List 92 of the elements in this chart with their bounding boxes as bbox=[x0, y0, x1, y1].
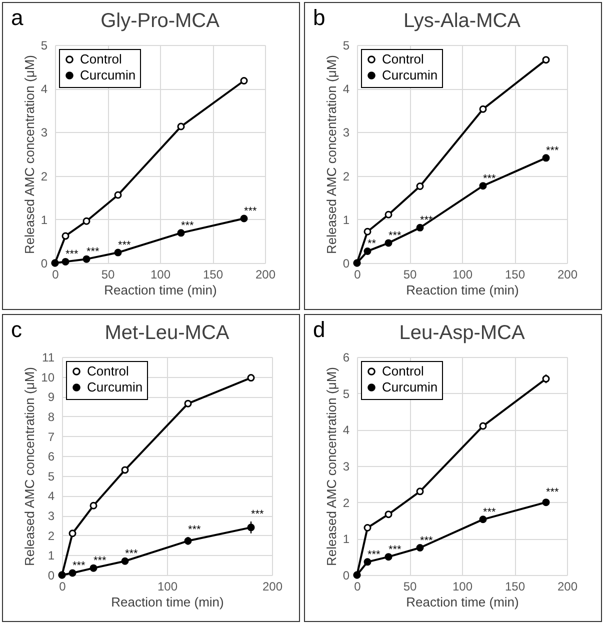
x-tick-label: 100 bbox=[150, 268, 171, 282]
annotation: *** bbox=[483, 506, 497, 518]
y-tick-label: 4 bbox=[342, 82, 350, 96]
y-axis-title: Released AMC concentration (μM) bbox=[324, 55, 339, 254]
y-axis-title: Released AMC concentration (μM) bbox=[324, 367, 339, 566]
annotation: *** bbox=[388, 230, 402, 242]
y-axis-title: Released AMC concentration (μM) bbox=[22, 55, 37, 254]
annotation: *** bbox=[244, 206, 258, 218]
y-tick-label: 5 bbox=[40, 38, 48, 52]
legend-label: Curcumin bbox=[80, 68, 136, 82]
x-tick-label: 100 bbox=[157, 580, 178, 594]
annotation: *** bbox=[546, 144, 560, 157]
x-tick-label: 0 bbox=[354, 580, 362, 594]
y-tick-label: 5 bbox=[342, 386, 350, 401]
x-axis-title: Reaction time (min) bbox=[406, 594, 519, 610]
annotation: *** bbox=[72, 560, 86, 572]
y-tick-label: 8 bbox=[48, 410, 55, 424]
legend-label: Control bbox=[80, 52, 122, 66]
y-tick-label: 1 bbox=[342, 212, 350, 227]
x-axis-title: Reaction time (min) bbox=[111, 594, 224, 610]
annotation: *** bbox=[251, 508, 265, 520]
x-tick-label: 200 bbox=[557, 580, 578, 594]
annotation: *** bbox=[66, 248, 80, 261]
y-tick-label: 7 bbox=[48, 430, 55, 444]
x-tick-label: 100 bbox=[452, 580, 473, 594]
x-tick-label: 150 bbox=[202, 268, 224, 282]
annotation: *** bbox=[546, 486, 560, 498]
annotation: *** bbox=[483, 172, 497, 185]
y-tick-label: 0 bbox=[48, 568, 55, 582]
x-tick-label: 50 bbox=[403, 580, 417, 594]
legend-label: Curcumin bbox=[382, 380, 438, 394]
chart-title: Gly-Pro-MCA bbox=[100, 10, 220, 32]
y-tick-label: 2 bbox=[48, 528, 55, 543]
y-tick-label: 10 bbox=[41, 370, 55, 384]
x-tick-label: 200 bbox=[262, 580, 283, 594]
x-tick-label: 50 bbox=[403, 268, 417, 282]
legend-label: Curcumin bbox=[382, 68, 438, 82]
legend-label: Control bbox=[382, 364, 424, 378]
y-tick-label: 1 bbox=[342, 532, 350, 546]
legend-label: Control bbox=[87, 364, 130, 378]
text: c bbox=[11, 317, 22, 343]
annotation: ** bbox=[368, 238, 377, 250]
legend-label: Curcumin bbox=[87, 380, 143, 394]
y-tick-label: 4 bbox=[48, 489, 55, 504]
text: d bbox=[313, 317, 326, 343]
y-tick-label: 6 bbox=[48, 450, 55, 464]
y-tick-label: 1 bbox=[48, 548, 55, 563]
y-tick-label: 3 bbox=[342, 460, 350, 474]
legend-label: Control bbox=[382, 52, 424, 66]
x-tick-label: 150 bbox=[504, 580, 526, 594]
y-tick-label: 5 bbox=[48, 469, 55, 484]
y-tick-label: 2 bbox=[342, 496, 350, 510]
y-tick-label: 2 bbox=[342, 169, 350, 184]
annotation: *** bbox=[368, 548, 382, 561]
x-tick-label: 200 bbox=[557, 268, 578, 282]
chart-title: Leu-Asp-MCA bbox=[399, 322, 526, 344]
y-axis-title: Released AMC concentration (μM) bbox=[22, 367, 38, 566]
x-tick-label: 50 bbox=[101, 268, 115, 282]
annotation: *** bbox=[86, 246, 100, 258]
x-axis-title: Reaction time (min) bbox=[406, 282, 519, 298]
y-tick-label: 1 bbox=[40, 212, 48, 227]
y-tick-label: 3 bbox=[48, 509, 55, 524]
chart-title: Lys-Ala-MCA bbox=[403, 10, 522, 32]
y-tick-label: 3 bbox=[40, 126, 48, 140]
annotation: *** bbox=[94, 555, 108, 568]
text: a bbox=[11, 5, 24, 31]
y-tick-label: 2 bbox=[40, 169, 48, 184]
annotation: *** bbox=[118, 240, 132, 252]
y-tick-label: 0 bbox=[342, 568, 350, 582]
y-tick-label: 5 bbox=[342, 38, 350, 52]
annotation: *** bbox=[388, 544, 402, 556]
annotation: *** bbox=[125, 548, 139, 560]
y-tick-label: 0 bbox=[40, 256, 48, 270]
x-tick-label: 150 bbox=[504, 268, 526, 282]
annotation: *** bbox=[420, 214, 434, 227]
y-tick-label: 4 bbox=[342, 423, 350, 438]
x-tick-label: 200 bbox=[255, 268, 276, 282]
x-tick-label: 100 bbox=[452, 268, 473, 282]
y-tick-label: 6 bbox=[342, 350, 350, 364]
annotation: *** bbox=[181, 220, 195, 232]
x-axis-title: Reaction time (min) bbox=[104, 282, 217, 298]
x-tick-label: 0 bbox=[354, 268, 362, 282]
y-tick-label: 3 bbox=[342, 126, 350, 140]
y-tick-label: 9 bbox=[48, 390, 55, 404]
text: b bbox=[313, 5, 326, 31]
x-tick-label: 0 bbox=[59, 580, 66, 594]
annotation: *** bbox=[188, 524, 202, 536]
chart-title: Met-Leu-MCA bbox=[104, 322, 230, 344]
y-tick-label: 0 bbox=[342, 256, 350, 270]
annotation: *** bbox=[420, 534, 434, 547]
y-tick-label: 11 bbox=[42, 350, 55, 364]
y-tick-label: 4 bbox=[40, 82, 48, 96]
